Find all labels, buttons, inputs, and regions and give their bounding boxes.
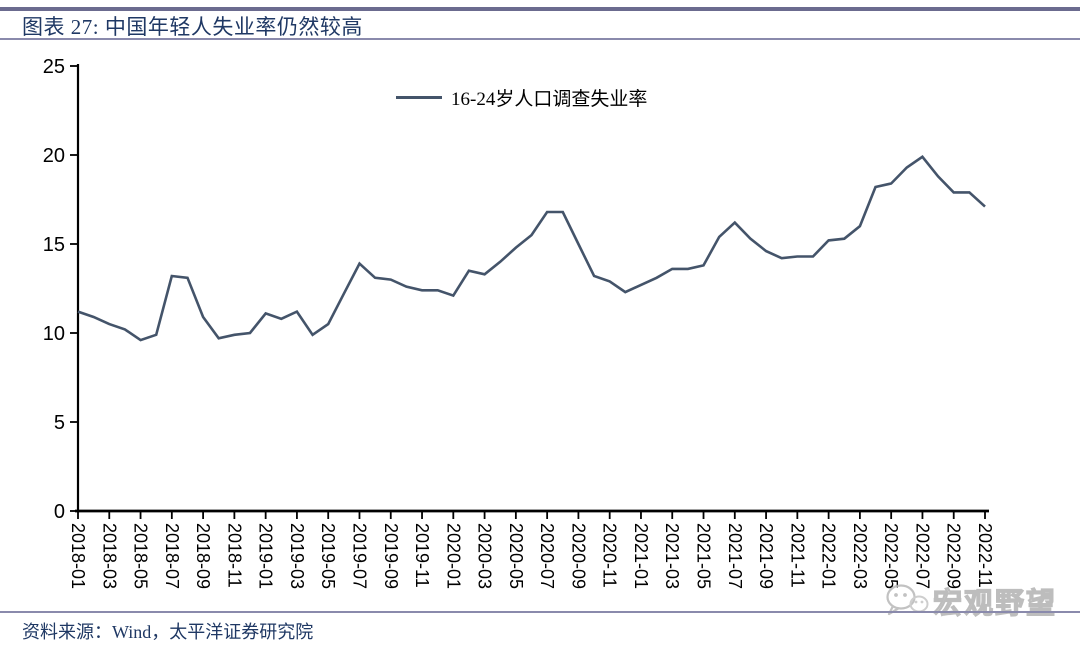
x-tick-label: 2019-07 bbox=[349, 523, 369, 589]
chart-legend: 16-24岁人口调查失业率 bbox=[396, 84, 647, 111]
x-tick-label: 2021-11 bbox=[787, 523, 807, 588]
x-tick-label: 2022-11 bbox=[975, 523, 995, 588]
y-tick-label: 20 bbox=[43, 145, 65, 167]
y-tick-label: 15 bbox=[43, 234, 65, 256]
x-tick-label: 2020-11 bbox=[600, 523, 620, 588]
x-tick-label: 2018-03 bbox=[99, 523, 119, 589]
x-tick-label: 2022-03 bbox=[850, 523, 870, 589]
x-tick-label: 2022-07 bbox=[912, 523, 932, 589]
figure-title: 图表 27: 中国年轻人失业率仍然较高 bbox=[22, 15, 363, 39]
x-tick-label: 2021-09 bbox=[756, 523, 776, 589]
footer-divider bbox=[0, 611, 1080, 613]
legend-line-swatch bbox=[396, 96, 442, 99]
top-divider bbox=[0, 7, 1080, 11]
x-tick-label: 2021-03 bbox=[662, 523, 682, 589]
x-tick-label: 2022-01 bbox=[819, 523, 839, 589]
x-tick-label: 2020-09 bbox=[568, 523, 588, 589]
x-tick-label: 2022-05 bbox=[881, 523, 901, 589]
x-tick-label: 2019-03 bbox=[287, 523, 307, 589]
x-tick-label: 2021-07 bbox=[725, 523, 745, 589]
x-tick-label: 2021-01 bbox=[631, 523, 651, 589]
title-divider bbox=[0, 38, 1080, 40]
y-tick-label: 5 bbox=[54, 412, 65, 434]
x-tick-label: 2018-07 bbox=[162, 523, 182, 589]
x-tick-label: 2018-11 bbox=[224, 523, 244, 588]
x-tick-label: 2018-09 bbox=[193, 523, 213, 589]
x-tick-label: 2021-05 bbox=[694, 523, 714, 589]
source-note: 资料来源：Wind，太平洋证券研究院 bbox=[22, 622, 314, 642]
y-tick-label: 25 bbox=[43, 56, 65, 78]
x-tick-label: 2022-09 bbox=[944, 523, 964, 589]
x-tick-label: 2019-09 bbox=[381, 523, 401, 589]
x-tick-label: 2019-11 bbox=[412, 523, 432, 588]
x-tick-label: 2020-07 bbox=[537, 523, 557, 589]
x-tick-label: 2019-01 bbox=[256, 523, 276, 589]
y-tick-label: 10 bbox=[43, 323, 65, 345]
x-tick-label: 2020-03 bbox=[475, 523, 495, 589]
y-tick-label: 0 bbox=[54, 501, 65, 523]
x-tick-label: 2018-01 bbox=[68, 523, 88, 589]
x-tick-label: 2020-05 bbox=[506, 523, 526, 589]
x-tick-label: 2020-01 bbox=[443, 523, 463, 589]
legend-label: 16-24岁人口调查失业率 bbox=[451, 89, 648, 110]
x-tick-label: 2019-05 bbox=[318, 523, 338, 589]
series-line bbox=[77, 155, 986, 342]
x-tick-label: 2018-05 bbox=[131, 523, 151, 589]
